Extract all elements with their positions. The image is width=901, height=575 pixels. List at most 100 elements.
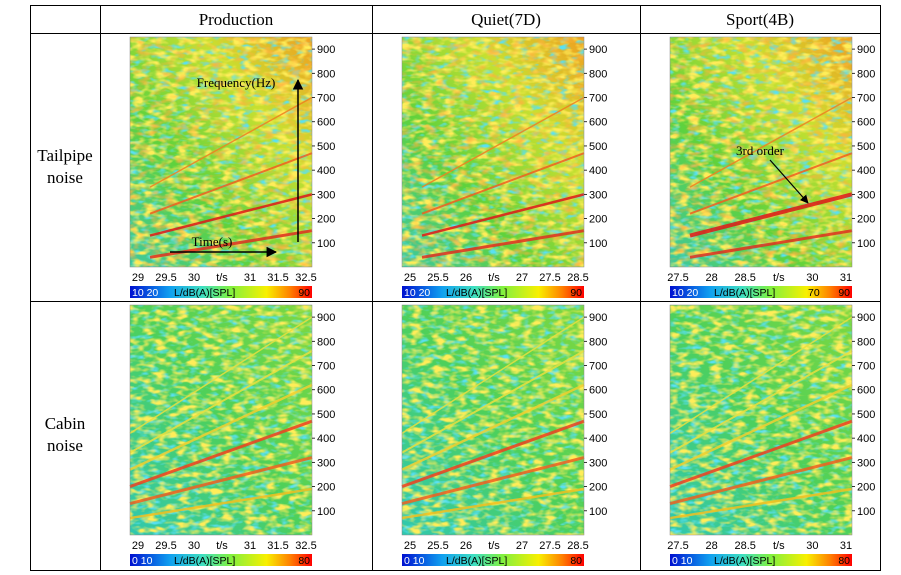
column-header: Sport(4B) [726, 10, 794, 29]
x-tick-label: 27 [516, 272, 528, 284]
colorbar-label: 10 20 [132, 287, 158, 299]
row-label: Tailpipe [37, 146, 92, 165]
y-tick-label: 300 [857, 457, 875, 469]
spectrogram [670, 37, 853, 267]
colorbar [130, 554, 312, 566]
y-tick-label: 700 [857, 93, 875, 105]
x-tick-label: 25 [404, 272, 416, 284]
y-tick-label: 100 [317, 238, 335, 250]
colorbar-label: L/dB(A)[SPL] [714, 287, 775, 299]
plot-frame [669, 304, 853, 536]
annotation: Time(s) [192, 234, 233, 249]
colorbar [402, 286, 584, 298]
row-label: Cabin [45, 414, 86, 433]
colorbar-label: 80 [298, 555, 310, 567]
x-tick-label: 29.5 [155, 540, 176, 552]
y-tick-label: 200 [857, 214, 875, 226]
y-tick-label: 900 [857, 44, 875, 56]
x-tick-label: 25.5 [427, 540, 448, 552]
y-tick-label: 700 [589, 93, 607, 105]
y-tick-label: 400 [589, 433, 607, 445]
y-tick-label: 600 [317, 385, 335, 397]
order-line [149, 229, 313, 259]
order-line [401, 350, 585, 454]
y-tick-label: 700 [857, 361, 875, 373]
y-tick-label: 300 [317, 457, 335, 469]
order-line [669, 350, 853, 454]
colorbar-label: 90 [570, 287, 582, 299]
colorbar [402, 554, 584, 566]
y-tick-label: 100 [589, 506, 607, 518]
x-tick-label: 32.5 [295, 540, 316, 552]
y-tick-label: 800 [317, 336, 335, 348]
y-tick-label: 400 [857, 165, 875, 177]
y-tick-label: 300 [317, 189, 335, 201]
colorbar-label: L/dB(A)[SPL] [446, 555, 507, 567]
spectrogram [129, 305, 313, 535]
y-tick-label: 900 [317, 44, 335, 56]
x-tick-label: 31 [840, 540, 852, 552]
order-line [401, 419, 585, 488]
y-tick-label: 100 [589, 238, 607, 250]
x-tick-label: 30 [806, 272, 818, 284]
spectrogram [669, 305, 853, 535]
order-line [689, 229, 853, 259]
colorbar-label: 90 [298, 287, 310, 299]
x-tick-label: 31 [244, 540, 256, 552]
colorbar-label: 90 [838, 287, 850, 299]
x-tick-label: 31.5 [267, 272, 288, 284]
x-tick-label: 31.5 [267, 540, 288, 552]
order-line [669, 456, 853, 505]
colorbar-label: L/dB(A)[SPL] [174, 287, 235, 299]
y-tick-label: 500 [589, 141, 607, 153]
colorbar-label: 80 [570, 555, 582, 567]
plot-frame [129, 304, 313, 536]
order-line [129, 419, 313, 488]
colorbar [670, 554, 852, 566]
x-tick-label: 28.5 [567, 540, 588, 552]
x-tick-label: 26 [460, 540, 472, 552]
y-tick-label: 900 [857, 312, 875, 324]
y-tick-label: 600 [857, 117, 875, 129]
y-tick-label: 500 [317, 409, 335, 421]
colorbar-label: 0 10 [404, 555, 425, 567]
spectrogram-mottle [670, 37, 852, 267]
colorbar-label: 0 10 [132, 555, 153, 567]
order-arrow [769, 159, 809, 204]
y-tick-label: 800 [317, 68, 335, 80]
y-tick-label: 700 [317, 93, 335, 105]
order-line [129, 316, 313, 434]
colorbar-label: 10 20 [672, 287, 698, 299]
x-tick-label: 31 [244, 272, 256, 284]
colorbar-label: L/dB(A)[SPL] [714, 555, 775, 567]
x-tick-label: 31 [840, 272, 852, 284]
order-line [421, 229, 585, 259]
x-tick-label: 28.5 [567, 272, 588, 284]
y-tick-label: 500 [317, 141, 335, 153]
order-line [669, 487, 853, 520]
x-tick-label: 28.5 [734, 540, 755, 552]
order-line [401, 383, 585, 471]
row-label: noise [47, 436, 83, 455]
y-tick-label: 400 [317, 165, 335, 177]
order-line [149, 96, 313, 188]
x-tick-label: 27.5 [667, 272, 688, 284]
colorbar-label: 10 20 [404, 287, 430, 299]
colorbar [130, 286, 312, 298]
order-line [149, 193, 313, 237]
y-tick-label: 500 [589, 409, 607, 421]
annotation: 3rd order [736, 143, 785, 158]
x-tick-label: 29 [132, 272, 144, 284]
order-line [129, 350, 313, 454]
spectrogram-mottle [130, 37, 312, 267]
x-tick-label: 29.5 [155, 272, 176, 284]
order-line [421, 152, 585, 215]
colorbar-label: L/dB(A)[SPL] [446, 287, 507, 299]
order-line [421, 96, 585, 188]
plot-frame [129, 36, 313, 268]
spectrogram [401, 305, 585, 535]
order-line [669, 419, 853, 488]
x-tick-label: 26 [460, 272, 472, 284]
plot-frame [401, 36, 585, 268]
colorbar-label: 0 10 [672, 555, 693, 567]
